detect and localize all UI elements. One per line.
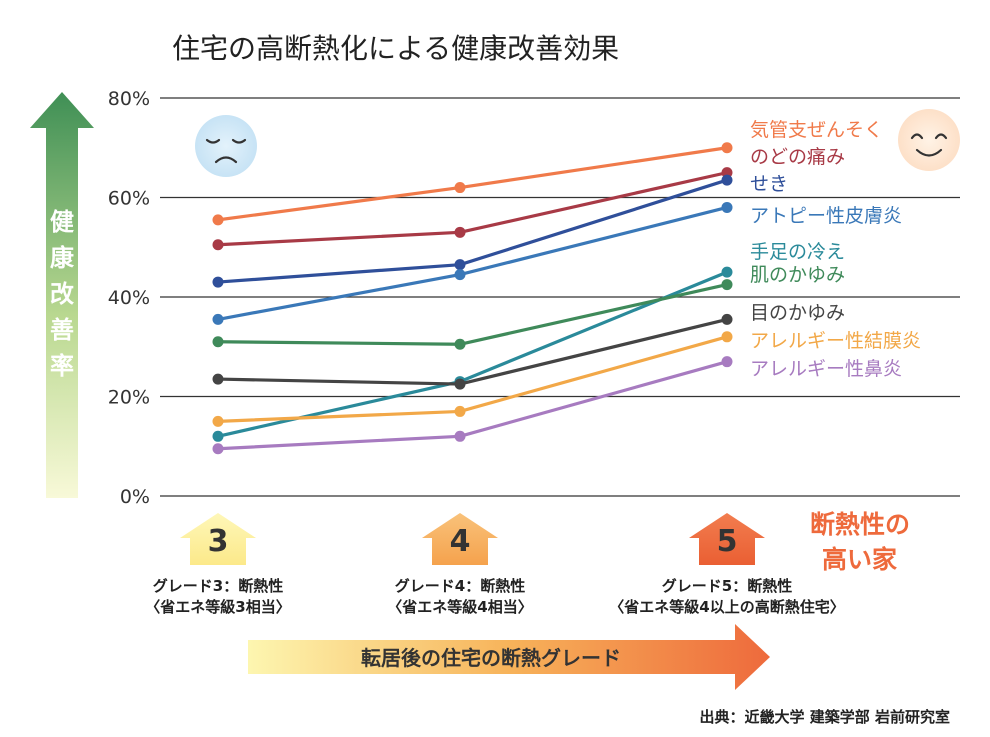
y-axis-label-char: 健 xyxy=(50,208,74,236)
data-point-4-0 xyxy=(212,430,224,442)
legend-label-2: せき xyxy=(750,173,788,195)
data-point-3-1 xyxy=(454,269,466,281)
x-axis-arrow xyxy=(248,624,770,690)
grade-house-4 xyxy=(422,513,498,565)
sad-face-icon xyxy=(195,115,257,177)
legend-label-3: アトピー性皮膚炎 xyxy=(750,205,902,227)
data-point-8-1 xyxy=(454,430,466,442)
grade-houses: 3 4 5 xyxy=(180,513,765,565)
legend-label-7: アレルギー性結膜炎 xyxy=(750,330,921,352)
legend-label-5: 肌のかゆみ xyxy=(750,264,845,286)
legend-label-8: アレルギー性鼻炎 xyxy=(750,358,902,380)
data-point-2-1 xyxy=(454,259,466,271)
data-point-0-0 xyxy=(212,214,224,226)
grade-label-line2-4: 〈省エネ等級4相当〉 xyxy=(387,598,532,616)
source-credit: 出典：近畿大学 建築学部 岩前研究室 xyxy=(700,708,950,726)
y-tick-label-60: 60% xyxy=(108,188,150,210)
grid-lines xyxy=(160,97,960,497)
data-point-7-0 xyxy=(212,415,224,427)
data-point-4-2 xyxy=(721,266,733,278)
grade-number-4: 4 xyxy=(450,524,471,559)
data-point-6-2 xyxy=(721,313,733,325)
series-line-6 xyxy=(216,317,729,386)
y-axis-arrow xyxy=(30,92,94,498)
series-lines xyxy=(212,142,733,455)
data-point-2-2 xyxy=(721,174,733,186)
y-tick-label-40: 40% xyxy=(108,287,150,309)
happy-face-icon xyxy=(898,109,960,171)
high-insulation-label-line2: 高い家 xyxy=(822,545,897,574)
series-line-5 xyxy=(216,282,729,346)
grade-labels: グレード3：断熱性〈省エネ等級3相当〉 グレード4：断熱性〈省エネ等級4相当〉 グレ… xyxy=(145,577,844,616)
data-point-2-0 xyxy=(212,276,224,288)
series-line-0 xyxy=(216,146,729,222)
y-tick-labels: 0% 20% 40% 60% 80% xyxy=(108,88,150,508)
data-point-6-0 xyxy=(212,373,224,385)
grade-house-3 xyxy=(180,513,256,565)
data-point-6-1 xyxy=(454,378,466,390)
data-point-5-2 xyxy=(721,279,733,291)
grade-label-line2-5: 〈省エネ等級4以上の高断熱住宅〉 xyxy=(609,598,844,616)
data-point-3-0 xyxy=(212,313,224,325)
grade-number-3: 3 xyxy=(208,524,229,559)
y-tick-label-0: 0% xyxy=(120,486,150,508)
legend-label-6: 目のかゆみ xyxy=(750,302,845,324)
data-point-0-1 xyxy=(454,182,466,194)
grade-label-line1-3: グレード3：断熱性 xyxy=(153,577,283,595)
chart-title: 住宅の高断熱化による健康改善効果 xyxy=(172,32,619,65)
data-point-5-0 xyxy=(212,336,224,348)
grade-house-5 xyxy=(689,513,765,565)
y-axis-label-char: 善 xyxy=(50,316,74,344)
grade-label-line2-3: 〈省エネ等級3相当〉 xyxy=(145,598,290,616)
legend-label-0: 気管支ぜんそく xyxy=(750,119,883,141)
grade-number-5: 5 xyxy=(717,524,738,559)
data-point-7-1 xyxy=(454,405,466,417)
x-axis-label: 転居後の住宅の断熱グレード xyxy=(361,646,621,670)
grade-label-line1-4: グレード4：断熱性 xyxy=(395,577,525,595)
y-tick-label-80: 80% xyxy=(108,88,150,110)
data-point-1-0 xyxy=(212,239,224,251)
data-point-5-1 xyxy=(454,338,466,350)
y-axis-label-char: 改 xyxy=(50,280,74,308)
y-axis-label-char: 率 xyxy=(50,352,74,380)
y-axis-label-char: 康 xyxy=(50,244,75,272)
high-insulation-label-line1: 断熱性の xyxy=(810,510,910,539)
data-point-8-2 xyxy=(721,356,733,368)
legend-label-4: 手足の冷え xyxy=(750,241,845,263)
data-point-7-2 xyxy=(721,331,733,343)
legend-label-1: のどの痛み xyxy=(750,146,845,168)
data-point-8-0 xyxy=(212,443,224,455)
data-point-0-2 xyxy=(721,142,733,154)
series-legend: 気管支ぜんそくのどの痛みせきアトピー性皮膚炎手足の冷え肌のかゆみ目のかゆみアレル… xyxy=(750,119,921,380)
grade-label-line1-5: グレード5：断熱性 xyxy=(662,577,792,595)
y-tick-label-20: 20% xyxy=(108,387,150,409)
data-point-1-1 xyxy=(454,226,466,238)
data-point-3-2 xyxy=(721,201,733,213)
